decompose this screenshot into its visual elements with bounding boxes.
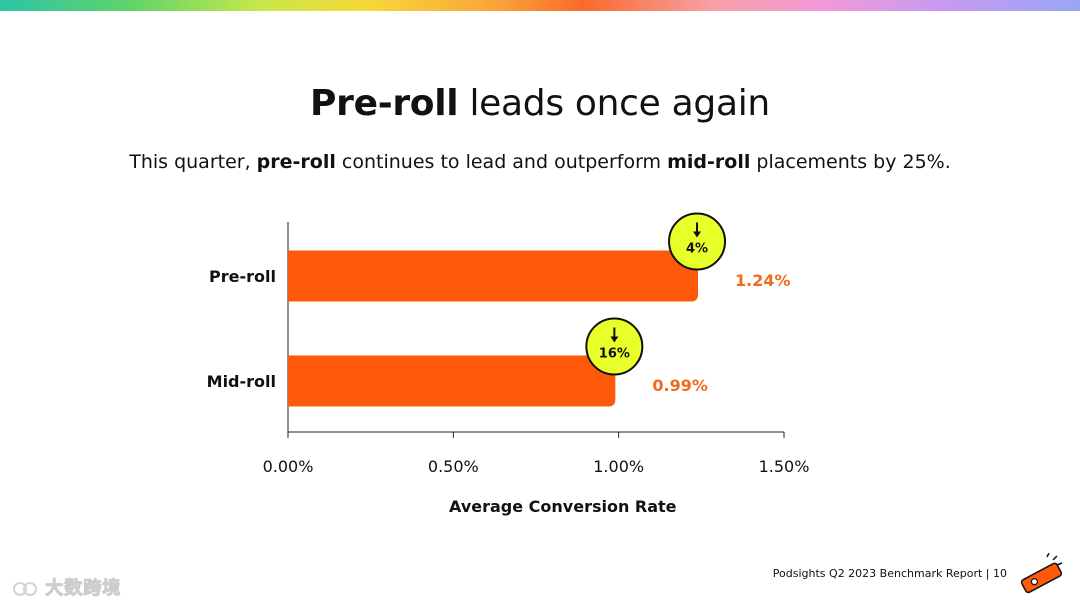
change-badge	[585, 317, 644, 376]
change-badge-label: 16%	[599, 347, 630, 362]
podsights-logo-icon	[1017, 552, 1065, 599]
subtitle-bold-2: mid-roll	[667, 151, 751, 173]
value-label: 1.24%	[735, 271, 791, 290]
change-badge	[668, 212, 727, 271]
rainbow-header-bar	[0, 0, 1080, 11]
bar	[288, 250, 699, 302]
x-tick-label: 0.00%	[263, 457, 314, 476]
page-title: Pre-roll leads once again	[0, 80, 1080, 128]
watermark-text: 大数跨境	[45, 578, 122, 600]
footer-report-label: Podsights Q2 2023 Benchmark Report | 10	[772, 567, 1007, 580]
subtitle-part-1: This quarter,	[129, 151, 257, 173]
subtitle-part-3: placements by 25%.	[750, 151, 951, 173]
x-tick-label: 0.50%	[428, 457, 479, 476]
subtitle-part-2: continues to lead and outperform	[335, 151, 668, 173]
value-label: 0.99%	[652, 376, 708, 395]
subtitle-bold-1: pre-roll	[256, 151, 336, 173]
page-subtitle: This quarter, pre-roll continues to lead…	[0, 149, 1080, 175]
bar	[288, 355, 616, 407]
x-axis-title: Average Conversion Rate	[449, 497, 677, 516]
category-label: Mid-roll	[207, 372, 276, 391]
arrow-down-head-icon	[610, 336, 619, 343]
title-rest: leads once again	[458, 83, 770, 124]
category-label: Pre-roll	[209, 267, 276, 286]
arrow-down-head-icon	[693, 231, 702, 238]
watermark-logo-icon	[13, 582, 37, 596]
watermark: 大数跨境	[12, 574, 121, 600]
change-badge-label: 4%	[686, 242, 708, 257]
x-tick-label: 1.50%	[759, 457, 810, 476]
title-bold: Pre-roll	[310, 83, 459, 124]
x-tick-label: 1.00%	[593, 457, 644, 476]
